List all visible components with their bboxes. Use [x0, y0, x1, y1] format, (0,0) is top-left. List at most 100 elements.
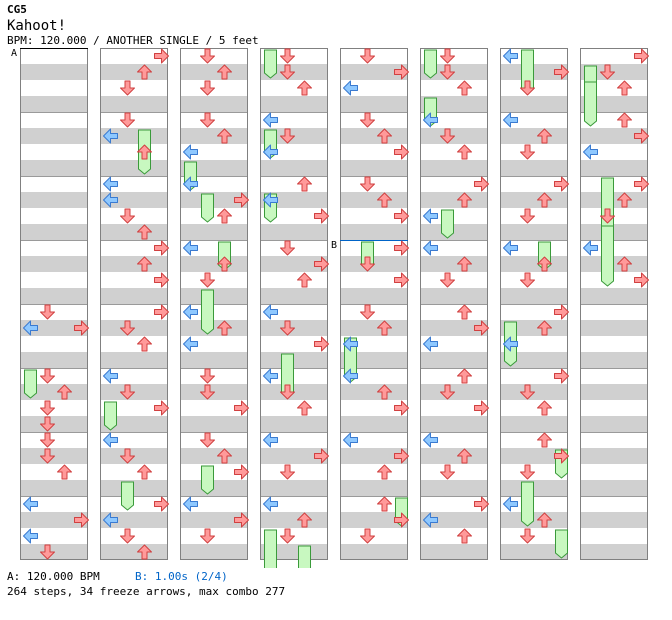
beat-stripe [500, 416, 568, 432]
beat-stripe [100, 512, 168, 528]
bpm-marker-b: B: 1.00s (2/4) [135, 570, 228, 583]
beat-stripe [180, 96, 248, 112]
step-arrow-left [103, 176, 118, 192]
step-arrow-left [503, 496, 518, 512]
step-arrow-down [200, 384, 215, 400]
beat-stripe [580, 288, 648, 304]
step-arrow-up [297, 272, 312, 288]
step-arrow-left [23, 496, 38, 512]
step-arrow-right [234, 464, 249, 480]
chart-code: CG5 [7, 3, 27, 16]
step-arrow-right [554, 64, 569, 80]
beat-stripe [340, 192, 408, 208]
beat-stripe [180, 128, 248, 144]
step-arrow-left [103, 368, 118, 384]
beat-stripe [580, 448, 648, 464]
step-arrow-left [103, 128, 118, 144]
beat-stripe [500, 288, 568, 304]
step-arrow-left [503, 336, 518, 352]
beat-stripe [100, 544, 168, 560]
step-arrow-down [120, 80, 135, 96]
step-arrow-down [520, 208, 535, 224]
step-arrow-down [120, 528, 135, 544]
step-chart: AB [11, 48, 649, 568]
step-arrow-down [440, 128, 455, 144]
beat-stripe [260, 448, 328, 464]
step-arrow-left [263, 496, 278, 512]
beat-stripe [260, 288, 328, 304]
step-arrow-up [137, 256, 152, 272]
step-arrow-left [423, 336, 438, 352]
step-arrow-right [154, 400, 169, 416]
step-arrow-right [474, 496, 489, 512]
step-arrow-down [200, 80, 215, 96]
step-arrow-up [457, 192, 472, 208]
freeze-arrow [424, 49, 437, 79]
step-arrow-left [583, 144, 598, 160]
step-arrow-left [343, 432, 358, 448]
step-arrow-left [103, 432, 118, 448]
beat-stripe [420, 416, 488, 432]
step-arrow-right [554, 368, 569, 384]
column-frame [100, 48, 168, 560]
beat-stripe [580, 544, 648, 560]
beat-stripe [20, 96, 88, 112]
step-arrow-down [280, 128, 295, 144]
step-arrow-down [200, 528, 215, 544]
beat-stripe [20, 256, 88, 272]
beat-stripe [20, 192, 88, 208]
step-arrow-up [377, 384, 392, 400]
marker-label: B [331, 240, 337, 251]
step-arrow-up [377, 192, 392, 208]
beat-stripe [500, 448, 568, 464]
step-arrow-right [314, 448, 329, 464]
beat-stripe [340, 384, 408, 400]
beat-stripe [180, 64, 248, 80]
step-arrow-down [520, 272, 535, 288]
beat-stripe [20, 160, 88, 176]
chart-stats: 264 steps, 34 freeze arrows, max combo 2… [7, 585, 286, 598]
step-arrow-up [457, 368, 472, 384]
step-arrow-right [74, 512, 89, 528]
beat-stripe [260, 224, 328, 240]
step-arrow-right [234, 192, 249, 208]
freeze-arrow [441, 209, 454, 239]
step-arrow-down [280, 528, 295, 544]
beat-stripe [420, 320, 488, 336]
beat-stripe [580, 320, 648, 336]
chart-info: BPM: 120.000 / ANOTHER SINGLE / 5 feet [7, 34, 259, 47]
step-arrow-down [520, 80, 535, 96]
step-arrow-right [394, 448, 409, 464]
step-arrow-left [423, 208, 438, 224]
beat-stripe [340, 448, 408, 464]
beat-stripe [260, 480, 328, 496]
beat-stripe [580, 128, 648, 144]
step-arrow-left [103, 192, 118, 208]
beat-stripe [500, 224, 568, 240]
freeze-arrow [264, 529, 277, 568]
beat-stripe [20, 352, 88, 368]
beat-stripe [100, 192, 168, 208]
step-arrow-left [183, 176, 198, 192]
beat-stripe [340, 320, 408, 336]
beat-stripe [340, 160, 408, 176]
step-arrow-down [520, 384, 535, 400]
beat-stripe [260, 96, 328, 112]
step-arrow-up [137, 336, 152, 352]
bpm-marker-a: A: 120.000 BPM [7, 570, 100, 583]
step-arrow-down [120, 384, 135, 400]
beat-stripe [100, 256, 168, 272]
step-arrow-up [457, 448, 472, 464]
step-arrow-right [154, 48, 169, 64]
step-arrow-right [554, 448, 569, 464]
step-arrow-down [40, 432, 55, 448]
beat-stripe [340, 480, 408, 496]
freeze-arrow [201, 289, 214, 335]
beat-stripe [340, 64, 408, 80]
beat-stripe [580, 480, 648, 496]
step-arrow-down [120, 208, 135, 224]
beat-stripe [420, 256, 488, 272]
beat-stripe [100, 288, 168, 304]
step-arrow-up [137, 464, 152, 480]
step-arrow-right [154, 304, 169, 320]
